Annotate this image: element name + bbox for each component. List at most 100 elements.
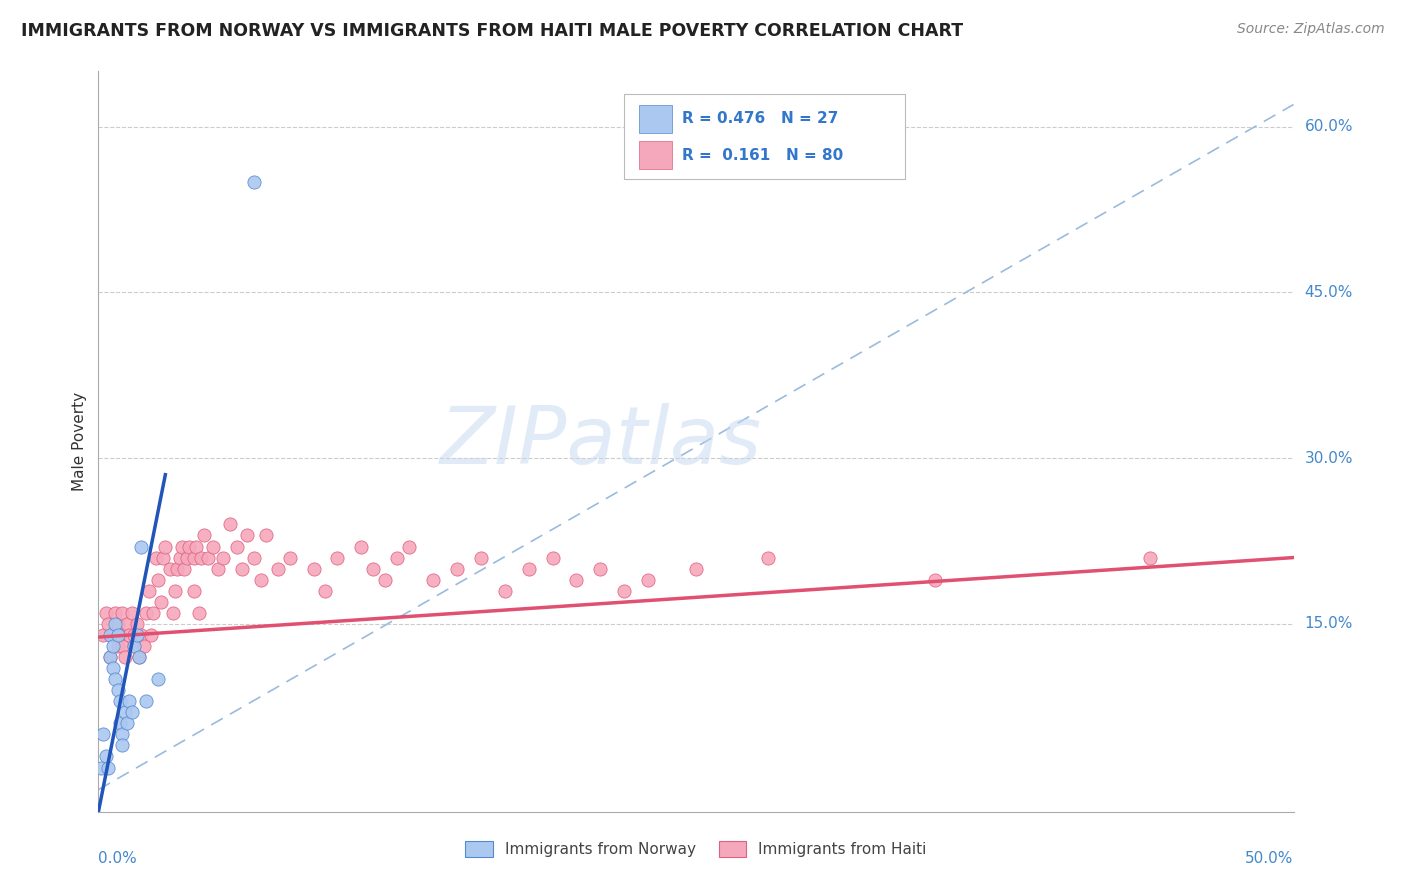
Text: R =  0.161   N = 80: R = 0.161 N = 80 [682, 147, 842, 162]
Point [125, 616, 148, 631]
Point [517, 561, 540, 575]
Point [374, 573, 396, 587]
Point [90, 760, 112, 774]
Point [111, 639, 134, 653]
Point [254, 528, 277, 542]
Point [128, 650, 150, 665]
Point [155, 540, 177, 554]
Point [187, 606, 209, 620]
Point [613, 583, 636, 598]
Point [494, 583, 516, 598]
Point [91, 628, 114, 642]
Point [176, 550, 198, 565]
Point [118, 628, 141, 642]
Point [104, 672, 127, 686]
Point [756, 550, 779, 565]
Point [446, 561, 468, 575]
Point [111, 606, 134, 620]
Point [541, 550, 564, 565]
Point [94, 606, 117, 620]
Point [91, 727, 114, 741]
Point [924, 573, 946, 587]
Point [685, 561, 707, 575]
Point [101, 628, 124, 642]
Text: 0.0%: 0.0% [98, 851, 138, 865]
Legend: Immigrants from Norway, Immigrants from Haiti: Immigrants from Norway, Immigrants from … [465, 841, 927, 857]
Point [166, 561, 188, 575]
Point [97, 760, 120, 774]
Point [104, 606, 127, 620]
Point [131, 628, 153, 642]
Point [94, 749, 117, 764]
Point [183, 550, 205, 565]
Point [179, 540, 201, 554]
Point [121, 706, 143, 720]
Point [145, 550, 167, 565]
Point [219, 517, 242, 532]
Point [108, 628, 131, 642]
Point [114, 706, 136, 720]
FancyBboxPatch shape [638, 141, 672, 169]
Point [149, 595, 172, 609]
Point [135, 606, 157, 620]
Point [114, 650, 136, 665]
Point [124, 639, 146, 653]
Point [98, 650, 122, 665]
Point [121, 606, 143, 620]
Point [183, 583, 205, 598]
Point [107, 628, 129, 642]
Text: 50.0%: 50.0% [1246, 851, 1294, 865]
Point [422, 573, 444, 587]
Point [565, 573, 588, 587]
Point [363, 561, 385, 575]
Point [350, 540, 373, 554]
Point [152, 550, 174, 565]
Point [470, 550, 492, 565]
Point [124, 639, 146, 653]
Point [138, 583, 160, 598]
Point [169, 550, 191, 565]
Point [235, 528, 257, 542]
Point [142, 606, 165, 620]
Point [111, 739, 134, 753]
Point [108, 694, 131, 708]
Point [589, 561, 612, 575]
Text: ZIPatlas: ZIPatlas [439, 402, 762, 481]
Point [193, 528, 215, 542]
Point [118, 694, 141, 708]
Point [302, 561, 325, 575]
Point [231, 561, 253, 575]
Point [131, 540, 153, 554]
Point [107, 639, 129, 653]
Point [398, 540, 420, 554]
Text: 30.0%: 30.0% [1305, 450, 1353, 466]
Text: R = 0.476   N = 27: R = 0.476 N = 27 [682, 112, 838, 127]
Point [243, 175, 266, 189]
FancyBboxPatch shape [624, 94, 905, 178]
Point [124, 628, 146, 642]
Point [97, 616, 120, 631]
Point [326, 550, 349, 565]
Point [115, 616, 138, 631]
Point [163, 583, 186, 598]
Point [115, 716, 138, 731]
Text: 15.0%: 15.0% [1305, 616, 1353, 632]
Point [132, 639, 155, 653]
Point [101, 639, 124, 653]
Point [202, 540, 225, 554]
Point [135, 694, 157, 708]
Point [128, 650, 150, 665]
Point [190, 550, 212, 565]
Point [148, 672, 170, 686]
Point [172, 540, 194, 554]
Point [98, 628, 122, 642]
Point [111, 727, 134, 741]
Point [159, 561, 181, 575]
Text: 45.0%: 45.0% [1305, 285, 1353, 300]
Point [108, 716, 131, 731]
Point [267, 561, 290, 575]
Point [148, 573, 170, 587]
Point [101, 661, 124, 675]
Y-axis label: Male Poverty: Male Poverty [72, 392, 87, 491]
Point [243, 550, 266, 565]
